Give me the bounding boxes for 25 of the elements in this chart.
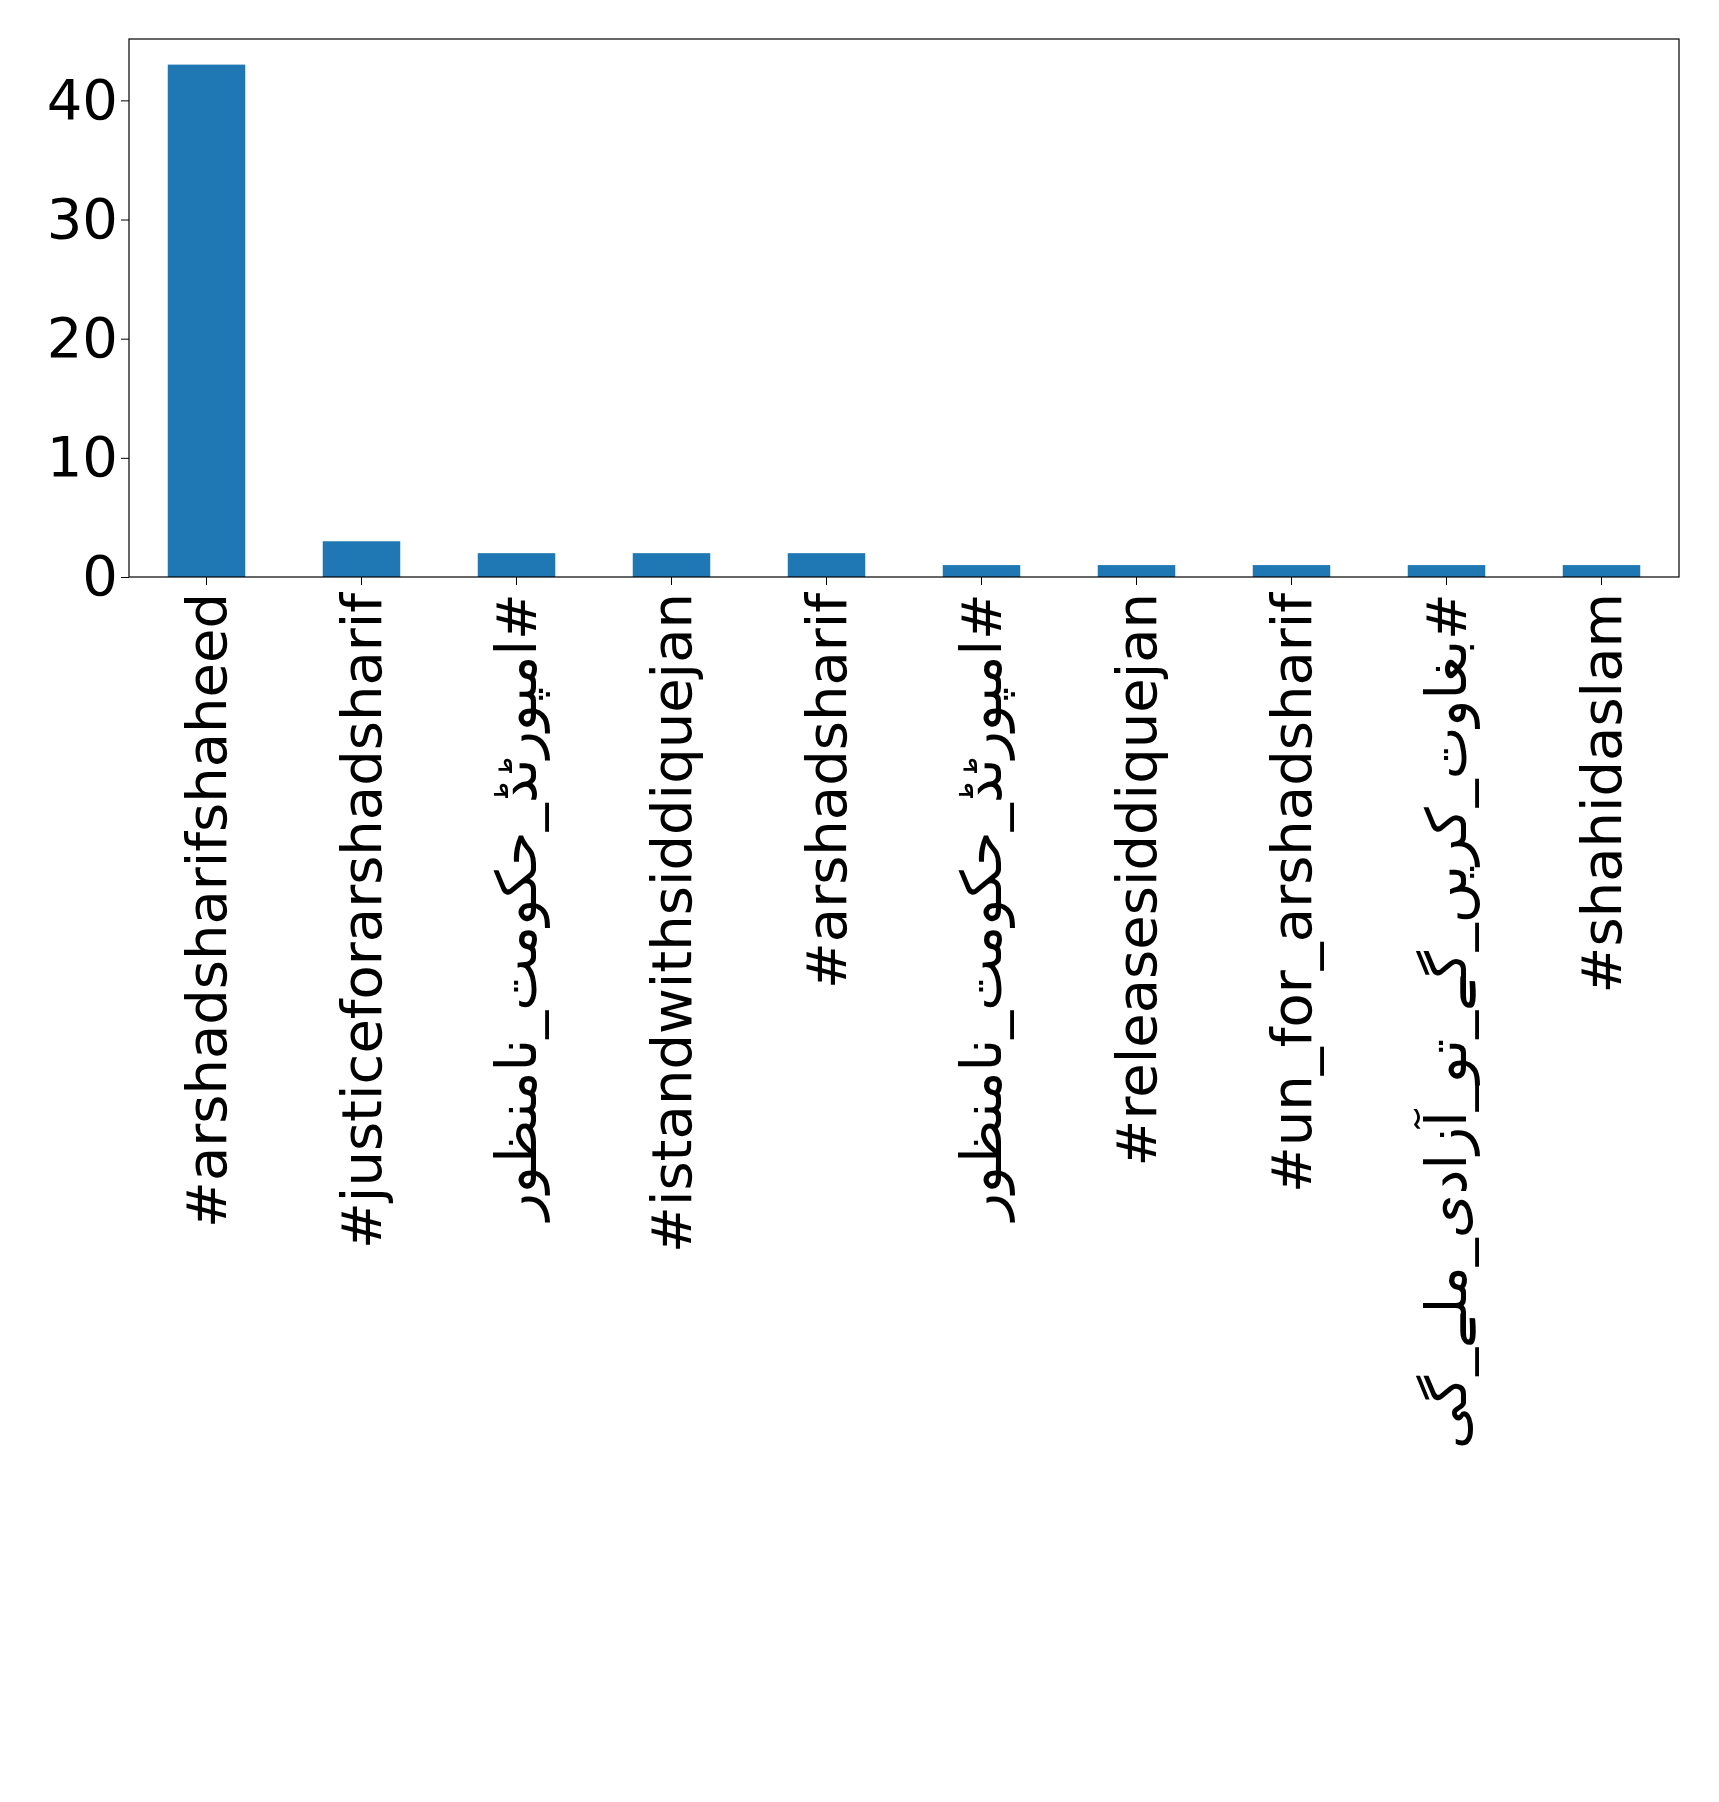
x-tick-label: #istandwithsiddiquejan <box>639 593 705 1254</box>
bar <box>167 64 246 577</box>
y-tick-label: 40 <box>46 66 118 132</box>
bar <box>1407 565 1486 577</box>
bar <box>477 553 556 577</box>
x-tick-label: #arshadsharifshaheed <box>174 593 240 1229</box>
x-tick-label: #shahidaslam <box>1569 593 1635 994</box>
bar <box>1252 565 1331 577</box>
x-tick-label: #امپورٹڈ_حکومت_نامنظور <box>484 593 551 1224</box>
x-tick-label: #releasesiddiquejan <box>1104 593 1170 1167</box>
y-tick-label: 0 <box>82 543 118 609</box>
bar <box>1562 565 1641 577</box>
y-tick-label: 10 <box>46 424 118 490</box>
x-tick-label: #امپورٹڈ_حکومت_نامنظور <box>949 593 1016 1224</box>
bar <box>787 553 866 577</box>
bar <box>942 565 1021 577</box>
x-tick-label: #un_for_arshadsharif <box>1259 591 1325 1194</box>
x-tick-label: #arshadsharif <box>794 591 860 990</box>
y-tick-label: 30 <box>46 185 118 251</box>
y-tick-label: 20 <box>46 305 118 371</box>
bar <box>632 553 711 577</box>
x-tick-label: #justiceforarshadsharif <box>329 591 395 1250</box>
x-tick-label: #بغاوت_کریں_گے_تو_آزادی_ملے_گی <box>1413 593 1481 1450</box>
bar <box>322 541 401 577</box>
bar <box>1097 565 1176 577</box>
